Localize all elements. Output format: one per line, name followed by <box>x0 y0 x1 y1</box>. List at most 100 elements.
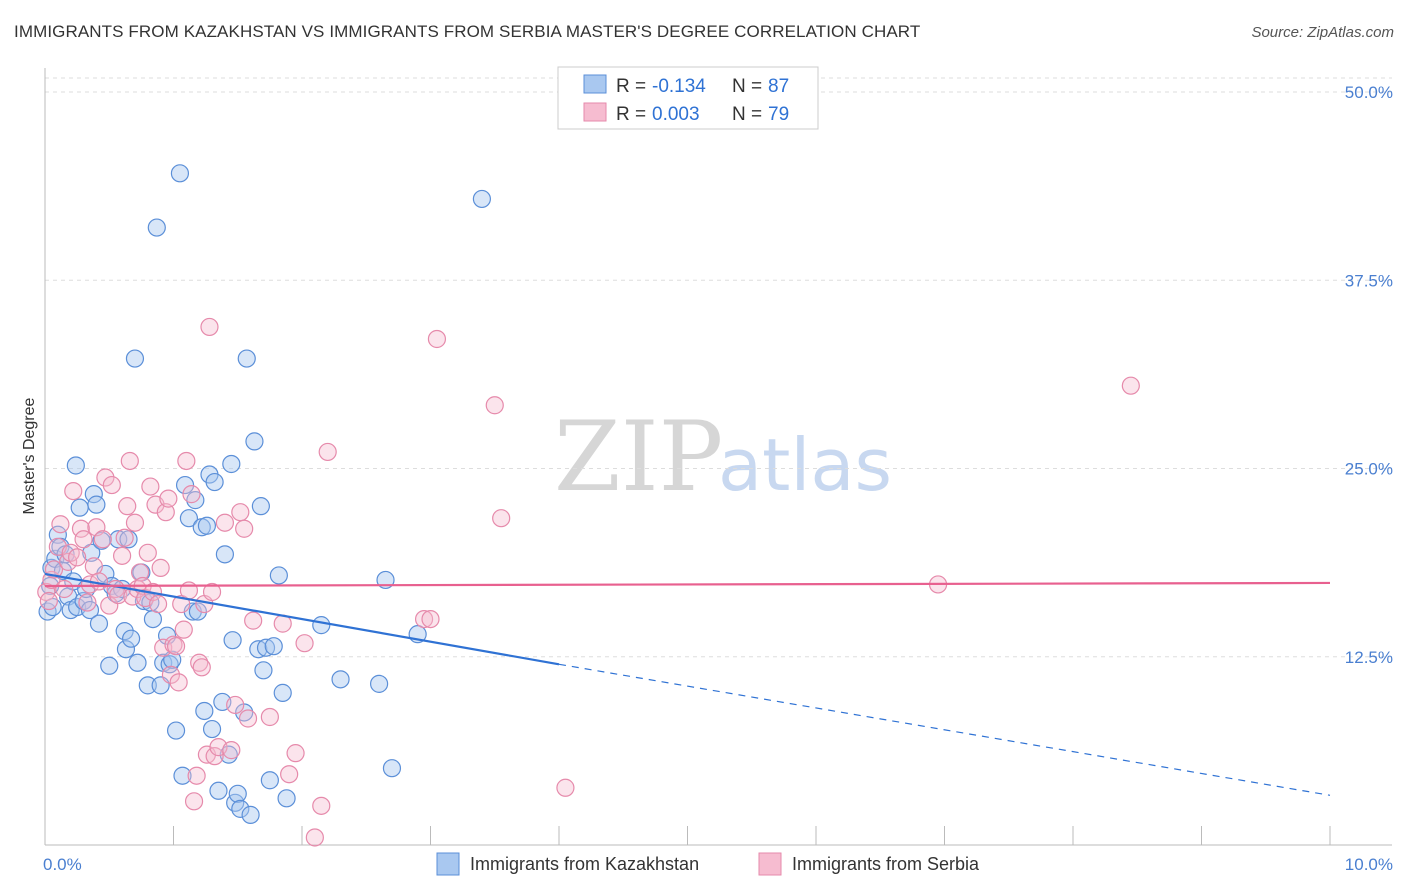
serbia-point-72 <box>286 744 305 763</box>
serbia-point-12 <box>74 530 93 549</box>
kazakhstan-point-32 <box>121 629 141 648</box>
series-legend: Immigrants from Kazakhstan Immigrants fr… <box>436 852 980 876</box>
kazakhstan-point-79 <box>269 566 288 585</box>
serbia-point-84 <box>1121 376 1140 395</box>
serbia-point-21 <box>102 475 121 495</box>
serbia-point-15 <box>84 557 103 576</box>
y-axis-label: Master's Degree <box>21 397 38 514</box>
kazakhstan-point-81 <box>277 789 296 808</box>
serbia-point-41 <box>156 503 175 522</box>
serbia-point-6 <box>55 579 74 599</box>
serbia-point-53 <box>187 766 206 785</box>
kazakhstan-point-68 <box>231 799 250 818</box>
legend-r-label-2: R = <box>616 104 646 125</box>
y-tick-label-1: 25.0% <box>1345 460 1393 479</box>
serbia-point-24 <box>112 546 132 565</box>
serbia-point-48 <box>174 620 193 639</box>
kazakhstan-point-55 <box>195 701 214 721</box>
watermark: ZIP atlas <box>554 401 892 513</box>
series-kazakhstan-points <box>38 164 491 824</box>
legend-swatch-serbia <box>583 102 607 122</box>
kazakhstan-point-77 <box>260 771 279 790</box>
series-legend-label-serbia: Immigrants from Serbia <box>792 854 980 874</box>
kazakhstan-point-74 <box>251 497 270 516</box>
serbia-point-76 <box>318 442 337 462</box>
kazakhstan-point-65 <box>223 631 242 650</box>
series-legend-label-kazakhstan: Immigrants from Kazakhstan <box>470 854 699 874</box>
kazakhstan-point-43 <box>157 626 177 645</box>
serbia-point-35 <box>141 477 160 496</box>
legend-r-value-2: 0.003 <box>652 104 700 125</box>
kazakhstan-point-34 <box>128 653 147 672</box>
kazakhstan-point-58 <box>202 719 222 739</box>
serbia-point-81 <box>492 509 511 528</box>
serbia-point-64 <box>226 695 245 715</box>
kazakhstan-point-64 <box>222 454 241 474</box>
serbia-trend-line <box>44 581 1331 588</box>
series-serbia-points <box>37 317 1140 847</box>
kazakhstan-point-86 <box>382 759 402 778</box>
legend-n-label-1: N = <box>732 76 762 97</box>
serbia-point-10 <box>68 548 87 567</box>
kazakhstan-point-53 <box>188 602 208 621</box>
y-tick-label-3: 50.0% <box>1345 83 1393 102</box>
kazakhstan-point-60 <box>209 781 228 800</box>
kazakhstan-point-88 <box>472 189 491 209</box>
series-legend-swatch-kazakhstan <box>436 852 460 876</box>
kazakhstan-point-84 <box>370 674 389 693</box>
serbia-point-31 <box>130 563 150 582</box>
serbia-point-77 <box>414 609 434 629</box>
serbia-point-63 <box>222 741 241 760</box>
chart-title: IMMIGRANTS FROM KAZAKHSTAN VS IMMIGRANTS… <box>14 22 921 41</box>
series-legend-swatch-serbia <box>758 852 782 876</box>
y-tick-label-0: 12.5% <box>1345 648 1393 667</box>
legend-n-label-2: N = <box>732 104 762 125</box>
serbia-point-62 <box>215 513 234 532</box>
serbia-point-67 <box>238 709 258 728</box>
kazakhstan-point-45 <box>163 650 182 669</box>
kazakhstan-point-73 <box>249 640 268 659</box>
y-tick-label-2: 37.5% <box>1345 271 1393 290</box>
serbia-point-66 <box>235 519 254 538</box>
kazakhstan-point-56 <box>197 516 217 535</box>
serbia-point-71 <box>280 765 299 784</box>
serbia-point-52 <box>184 792 204 811</box>
serbia-point-74 <box>305 828 324 847</box>
serbia-point-46 <box>169 673 188 692</box>
y-tick-labels: 12.5% 25.0% 37.5% 50.0% <box>1345 83 1393 667</box>
kazakhstan-point-80 <box>273 683 292 702</box>
kazakhstan-point-71 <box>241 805 260 824</box>
serbia-point-58 <box>200 317 219 337</box>
kazakhstan-point-40 <box>147 218 166 237</box>
serbia-point-60 <box>205 747 224 766</box>
serbia-point-43 <box>161 665 181 684</box>
kazakhstan-point-14 <box>70 498 89 517</box>
serbia-point-75 <box>312 796 331 815</box>
kazakhstan-point-20 <box>87 495 106 514</box>
serbia-point-45 <box>166 637 186 656</box>
kazakhstan-point-19 <box>84 485 103 504</box>
legend-swatch-kazakhstan <box>583 74 607 94</box>
kazakhstan-trend-extension <box>558 663 1331 796</box>
x-tick-label-0: 0.0% <box>43 855 82 874</box>
kazakhstan-point-72 <box>245 432 264 451</box>
serbia-point-13 <box>78 593 97 612</box>
x-tick-labels: 0.0% 10.0% <box>43 855 1393 874</box>
serbia-point-55 <box>192 658 211 677</box>
serbia-point-42 <box>159 489 178 508</box>
serbia-point-68 <box>244 611 263 630</box>
kazakhstan-point-37 <box>138 676 157 695</box>
serbia-point-1 <box>39 591 58 611</box>
serbia-point-25 <box>115 528 134 547</box>
kazakhstan-point-48 <box>173 766 192 785</box>
watermark-atlas: atlas <box>718 423 892 507</box>
serbia-point-9 <box>64 481 83 501</box>
serbia-point-5 <box>51 515 70 534</box>
serbia-point-47 <box>172 594 191 614</box>
serbia-point-65 <box>231 503 250 522</box>
kazakhstan-point-78 <box>264 637 283 656</box>
serbia-point-38 <box>148 594 168 614</box>
serbia-point-51 <box>182 485 201 504</box>
serbia-point-78 <box>421 609 440 629</box>
kazakhstan-point-18 <box>82 543 101 562</box>
